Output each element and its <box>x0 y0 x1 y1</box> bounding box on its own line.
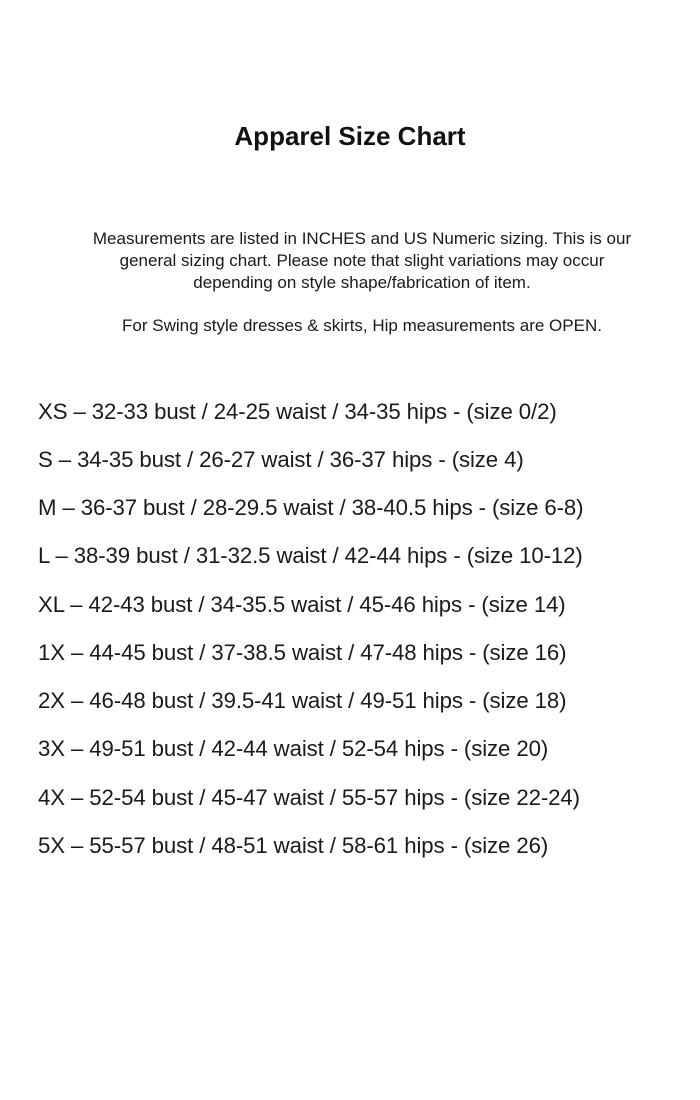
swing-note: For Swing style dresses & skirts, Hip me… <box>122 316 602 335</box>
intro-line: depending on style shape/fabrication of … <box>193 273 531 292</box>
size-row-xl: XL – 42-43 bust / 34-35.5 waist / 45-46 … <box>38 592 566 617</box>
size-row-4x: 4X – 52-54 bust / 45-47 waist / 55-57 hi… <box>38 785 580 810</box>
size-row-m: M – 36-37 bust / 28-29.5 waist / 38-40.5… <box>38 495 584 520</box>
size-row-l: L – 38-39 bust / 31-32.5 waist / 42-44 h… <box>38 543 583 568</box>
intro-line: general sizing chart. Please note that s… <box>119 251 605 270</box>
size-row-2x: 2X – 46-48 bust / 39.5-41 waist / 49-51 … <box>38 688 567 713</box>
size-row-s: S – 34-35 bust / 26-27 waist / 36-37 hip… <box>38 447 524 472</box>
intro-line: Measurements are listed in INCHES and US… <box>92 229 632 248</box>
size-row-5x: 5X – 55-57 bust / 48-51 waist / 58-61 hi… <box>38 833 549 858</box>
page-title: Apparel Size Chart <box>234 121 466 151</box>
size-row-xs: XS – 32-33 bust / 24-25 waist / 34-35 hi… <box>38 399 557 424</box>
size-row-3x: 3X – 49-51 bust / 42-44 waist / 52-54 hi… <box>38 736 549 761</box>
size-row-1x: 1X – 44-45 bust / 37-38.5 waist / 47-48 … <box>38 640 567 665</box>
